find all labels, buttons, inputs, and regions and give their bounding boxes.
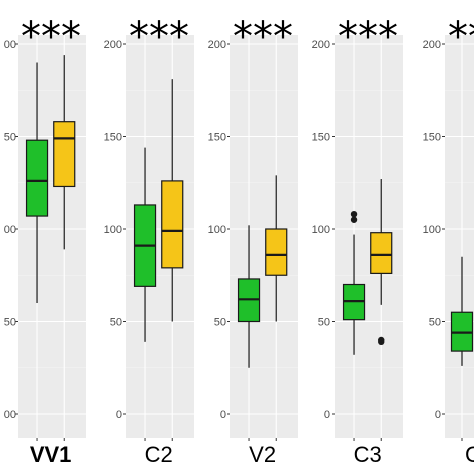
y-tick-label: 0 <box>116 409 122 421</box>
y-tick-label: 200 <box>312 39 330 51</box>
y-tick-label: 50 <box>4 132 16 144</box>
y-tick-label: 0 <box>435 409 441 421</box>
y-tick-label: 00 <box>4 39 16 51</box>
category-label: C <box>465 442 474 467</box>
y-tick-label: 150 <box>208 132 226 144</box>
box-group1 <box>450 256 474 366</box>
y-tick-label: 50 <box>429 317 441 329</box>
y-tick-label: 0 <box>324 409 330 421</box>
y-tick-label: 200 <box>104 39 122 51</box>
box-group2 <box>370 179 393 346</box>
panel-vv1: 00 50 00 50 00 *** VV1 <box>4 14 86 467</box>
y-tick-label: 200 <box>423 39 441 51</box>
significance-label: *** <box>448 14 474 60</box>
panel-background <box>335 35 403 438</box>
y-tick-label: 150 <box>312 132 330 144</box>
category-label: C2 <box>145 442 173 467</box>
significance-label: *** <box>21 14 81 60</box>
category-label: VV1 <box>30 442 72 467</box>
box-group1 <box>237 225 261 368</box>
box-group1 <box>342 211 366 355</box>
panel-v2: 0 50 100 150 200 *** V2 <box>208 14 298 467</box>
box-group1 <box>25 62 49 303</box>
category-label: C3 <box>354 442 382 467</box>
significance-label: *** <box>338 14 398 60</box>
iqr-box <box>370 232 393 274</box>
y-tick-label: 00 <box>4 409 16 421</box>
iqr-box <box>53 121 76 188</box>
y-tick-label: 100 <box>312 224 330 236</box>
y-tick-label: 200 <box>208 39 226 51</box>
y-tick-label: 50 <box>110 317 122 329</box>
y-tick-label: 50 <box>318 317 330 329</box>
panel-background <box>230 35 298 438</box>
box-group1 <box>133 147 157 342</box>
iqr-box <box>161 180 184 269</box>
panel-c3: 0 50 100 150 200 *** C3 <box>312 14 403 467</box>
iqr-box <box>265 228 288 276</box>
outlier-point <box>378 338 385 346</box>
panel-c2: 0 50 100 150 200 *** C2 <box>104 14 194 467</box>
box-group2 <box>265 175 288 322</box>
box-group2 <box>161 79 184 322</box>
box-group2 <box>53 55 76 250</box>
y-tick-label: 0 <box>220 409 226 421</box>
significance-label: *** <box>129 14 189 60</box>
y-tick-label: 100 <box>208 224 226 236</box>
panel-c: 0 50 100 150 200 *** C <box>423 14 474 467</box>
category-label: V2 <box>249 442 276 467</box>
y-tick-label: 50 <box>214 317 226 329</box>
y-tick-label: 50 <box>4 317 16 329</box>
outlier-point <box>350 216 358 223</box>
y-tick-label: 150 <box>423 132 441 144</box>
outlier-point <box>350 211 358 218</box>
y-tick-label: 00 <box>4 224 16 236</box>
y-tick-label: 150 <box>104 132 122 144</box>
significance-label: *** <box>233 14 293 60</box>
y-tick-label: 100 <box>104 224 122 236</box>
y-tick-label: 100 <box>423 224 441 236</box>
iqr-box <box>25 139 49 217</box>
panel-background <box>445 35 474 438</box>
panel-background <box>18 35 86 438</box>
